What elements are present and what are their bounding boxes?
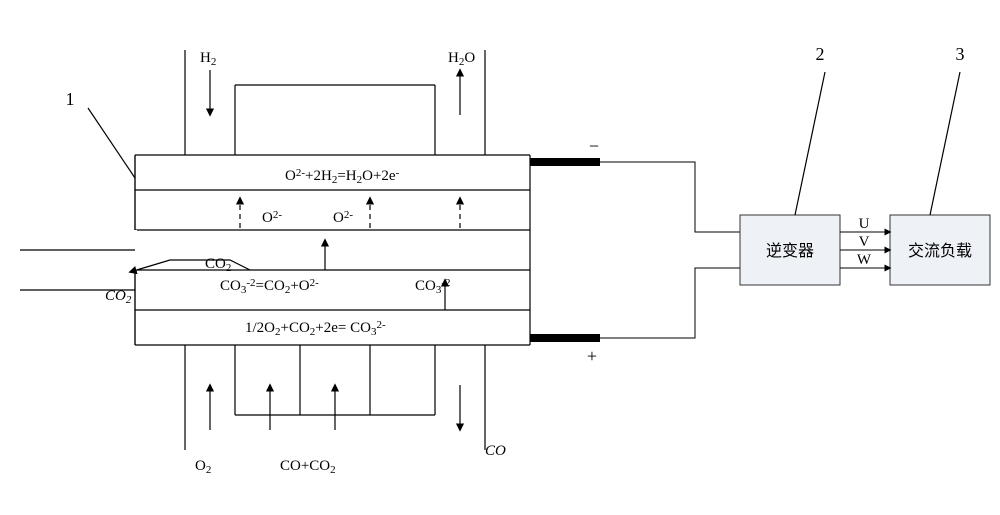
svg-text:1: 1 [66, 89, 75, 109]
svg-text:CO3-2=CO2+O2-: CO3-2=CO2+O2- [220, 277, 319, 296]
diagram-canvas: − + 逆变器 交流负载 UVW 1 2 3 H2 H2O O2 CO+CO2 CO CO2 O2-+2H2… [0, 0, 1000, 515]
svg-text:O2-: O2- [262, 209, 282, 226]
svg-text:CO2: CO2 [105, 288, 132, 306]
svg-text:CO2: CO2 [205, 256, 231, 274]
svg-text:U: U [859, 216, 870, 232]
svg-text:H2O: H2O [448, 50, 475, 68]
svg-text:1/2O2+CO2+2e= CO32-: 1/2O2+CO2+2e= CO32- [245, 319, 386, 338]
svg-text:CO: CO [485, 443, 506, 459]
svg-text:W: W [857, 252, 872, 268]
svg-text:O2: O2 [195, 458, 211, 476]
inverter-label: 逆变器 [766, 242, 814, 260]
svg-text:+: + [587, 346, 597, 366]
load-label: 交流负载 [908, 242, 972, 260]
svg-text:−: − [589, 136, 599, 156]
svg-text:2: 2 [816, 44, 825, 64]
svg-text:O2-+2H2=H2O+2e-: O2-+2H2=H2O+2e- [285, 167, 400, 186]
svg-text:CO+CO2: CO+CO2 [280, 458, 336, 476]
svg-text:3: 3 [956, 44, 965, 64]
svg-text:V: V [859, 234, 870, 250]
svg-text:H2: H2 [200, 50, 216, 68]
svg-text:O2-: O2- [333, 209, 353, 226]
